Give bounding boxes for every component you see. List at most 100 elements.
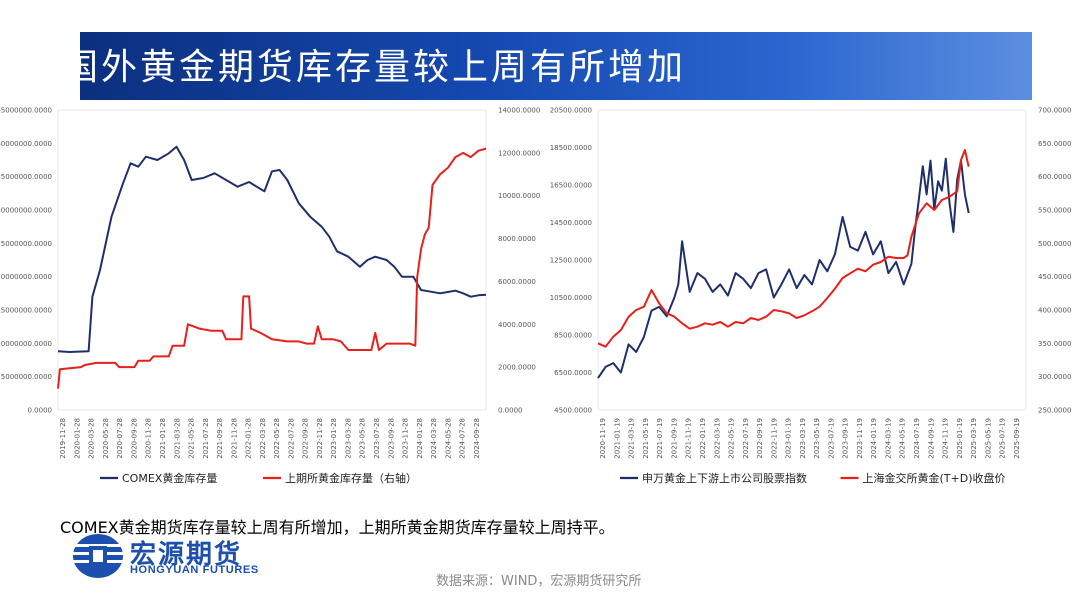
y-left-tick-label: 15000000.0000	[0, 307, 52, 315]
x-tick-label: 2023-11-19	[856, 418, 864, 459]
conclusion-text: COMEX黄金期货库存量较上周有所增加，上期所黄金期货库存量较上周持平。	[60, 518, 615, 537]
x-tick-label: 2024-05-28	[444, 418, 452, 459]
y-left-tick-label: 45000000.0000	[0, 107, 52, 115]
y-left-tick-label: 8500.0000	[554, 332, 592, 340]
x-tick-label: 2021-05-28	[188, 418, 196, 459]
legend-label-0: COMEX黄金库存量	[122, 471, 217, 485]
y-right-tick-label: 450.0000	[1038, 273, 1071, 281]
x-tick-label: 2022-05-19	[728, 418, 736, 459]
x-tick-label: 2022-03-19	[713, 418, 721, 459]
y-left-tick-label: 25000000.0000	[0, 240, 52, 248]
legend-label-1: 上海金交所黄金(T+D)收盘价	[863, 471, 1006, 485]
x-tick-label: 2022-07-28	[287, 418, 295, 459]
x-tick-label: 2021-07-19	[656, 418, 664, 459]
x-tick-label: 2021-05-19	[642, 418, 650, 459]
x-tick-label: 2023-09-28	[387, 418, 395, 459]
y-left-tick-label: 6500.0000	[554, 369, 592, 377]
x-tick-label: 2024-07-19	[913, 418, 921, 459]
y-left-tick-label: 16500.0000	[550, 182, 592, 190]
y-left-tick-label: 0.0000	[28, 407, 53, 415]
x-tick-label: 2022-09-19	[756, 418, 764, 459]
x-tick-label: 2020-03-28	[88, 418, 96, 459]
left-chart: 0.0000 5000000.0000 10000000.0000 15000000.…	[0, 100, 540, 496]
gold-index-price-chart: 4500.0000 6500.0000 8500.0000 10500.0000 125…	[550, 107, 1072, 486]
x-tick-label: 2024-11-19	[942, 418, 950, 459]
comex-shfe-inventory-chart: 0.0000 5000000.0000 10000000.0000 15000000.…	[0, 107, 540, 486]
y-left-tick-label: 35000000.0000	[0, 173, 52, 181]
y-left-tick-label: 12500.0000	[550, 257, 592, 265]
y-left-tick-label: 40000000.0000	[0, 140, 52, 148]
x-tick-label: 2023-05-19	[813, 418, 821, 459]
y-left-tick-label: 10000000.0000	[0, 340, 52, 348]
y-right-tick-label: 300.0000	[1038, 373, 1071, 381]
y-right-tick-label: 400.0000	[1038, 307, 1071, 315]
x-tick-label: 2024-01-19	[870, 418, 878, 459]
y-right-tick-label: 10000.0000	[498, 192, 540, 200]
y-right-tick-label: 8000.0000	[498, 235, 536, 243]
company-logo: 宏源期货 HONGYUAN FUTURES	[72, 532, 312, 582]
y-right-tick-label: 700.0000	[1038, 107, 1071, 115]
plot-area	[597, 109, 1027, 411]
x-tick-label: 2021-01-19	[613, 418, 621, 459]
y-right-tick-label: 4000.0000	[498, 321, 536, 329]
y-left-tick-label: 30000000.0000	[0, 207, 52, 215]
x-tick-label: 2023-01-19	[785, 418, 793, 459]
x-tick-label: 2022-03-28	[259, 418, 267, 459]
x-tick-label: 2022-11-19	[770, 418, 778, 459]
y-right-tick-label: 550.0000	[1038, 207, 1071, 215]
plot-area	[57, 109, 487, 411]
x-tick-label: 2024-07-28	[459, 418, 467, 459]
x-tick-label: 2025-01-19	[956, 418, 964, 459]
x-tick-label: 2023-03-19	[799, 418, 807, 459]
y-right-tick-label: 650.0000	[1038, 140, 1071, 148]
x-tick-label: 2020-01-28	[73, 418, 81, 459]
y-right-tick-label: 14000.0000	[498, 107, 540, 115]
x-tick-label: 2021-11-28	[230, 418, 238, 459]
x-tick-label: 2023-11-28	[402, 418, 410, 459]
hongyuan-logo-icon	[72, 534, 124, 578]
y-left-tick-label: 5000000.0000	[1, 373, 52, 381]
y-left-tick-label: 10500.0000	[550, 294, 592, 302]
x-tick-label: 2020-05-28	[102, 418, 110, 459]
title-banner	[40, 32, 1032, 100]
x-tick-label: 2024-09-28	[473, 418, 481, 459]
x-tick-label: 2021-01-28	[159, 418, 167, 459]
legend-label-0: 申万黄金上下游上市公司股票指数	[642, 471, 807, 485]
y-right-tick-label: 6000.0000	[498, 278, 536, 286]
x-tick-label: 2023-03-28	[344, 418, 352, 459]
series-line-0	[57, 145, 487, 353]
y-right-tick-label: 600.0000	[1038, 173, 1071, 181]
x-tick-label: 2022-01-19	[699, 418, 707, 459]
x-tick-label: 2025-09-19	[1013, 418, 1021, 459]
x-tick-label: 2021-03-19	[628, 418, 636, 459]
x-tick-label: 2025-03-19	[970, 418, 978, 459]
x-tick-label: 2024-03-28	[430, 418, 438, 459]
series-line-0	[597, 157, 970, 379]
x-tick-label: 2020-11-28	[145, 418, 153, 459]
x-tick-label: 2024-03-19	[884, 418, 892, 459]
x-tick-label: 2024-05-19	[899, 418, 907, 459]
data-source: 数据来源：WIND，宏源期货研究所	[436, 574, 642, 589]
series-line-1	[57, 147, 487, 389]
x-tick-label: 2021-11-19	[685, 418, 693, 459]
x-tick-label: 2020-09-28	[130, 418, 138, 459]
y-right-tick-label: 0.0000	[498, 407, 523, 415]
x-tick-label: 2023-07-19	[827, 418, 835, 459]
x-tick-label: 2024-01-28	[416, 418, 424, 459]
x-tick-label: 2020-07-28	[116, 418, 124, 459]
logo-english-name: HONGYUAN FUTURES	[130, 564, 259, 576]
x-tick-label: 2023-07-28	[373, 418, 381, 459]
y-right-tick-label: 350.0000	[1038, 340, 1071, 348]
x-tick-label: 2020-11-19	[599, 418, 607, 459]
x-tick-label: 2022-09-28	[302, 418, 310, 459]
y-left-tick-label: 14500.0000	[550, 219, 592, 227]
x-tick-label: 2025-05-19	[984, 418, 992, 459]
x-tick-label: 2025-07-19	[999, 418, 1007, 459]
series-line-1	[597, 149, 970, 348]
x-tick-label: 2021-07-28	[202, 418, 210, 459]
x-tick-label: 2021-09-28	[216, 418, 224, 459]
x-tick-label: 2022-07-19	[742, 418, 750, 459]
logo-chinese-name: 宏源期货	[130, 540, 243, 570]
x-tick-label: 2021-03-28	[173, 418, 181, 459]
y-left-tick-label: 4500.0000	[554, 407, 592, 415]
